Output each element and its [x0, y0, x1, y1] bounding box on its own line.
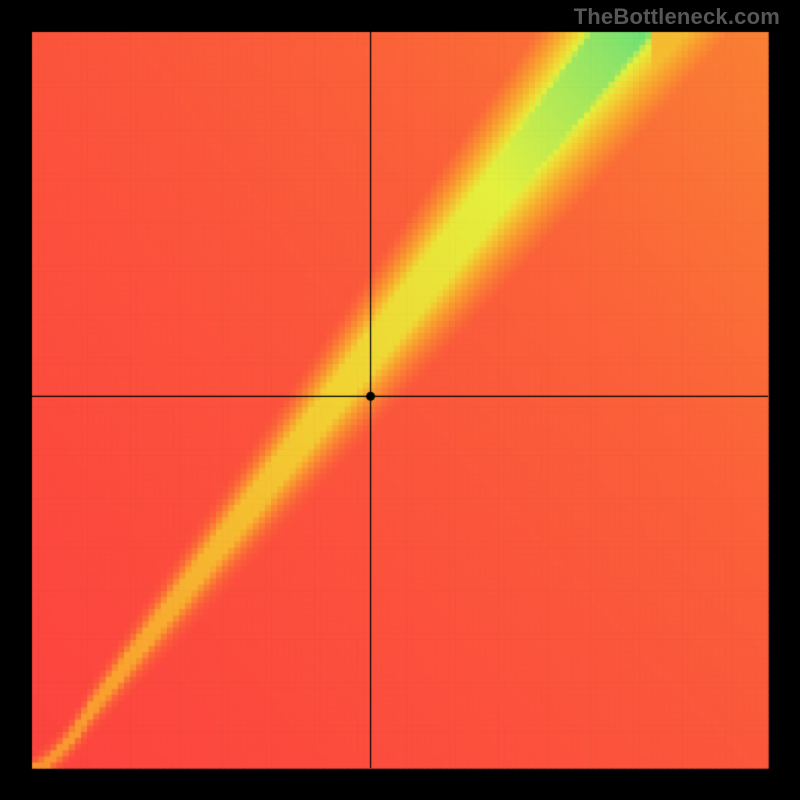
bottleneck-heatmap — [0, 0, 800, 800]
watermark-text: TheBottleneck.com — [574, 4, 780, 30]
chart-container: { "watermark": { "text": "TheBottleneck.… — [0, 0, 800, 800]
